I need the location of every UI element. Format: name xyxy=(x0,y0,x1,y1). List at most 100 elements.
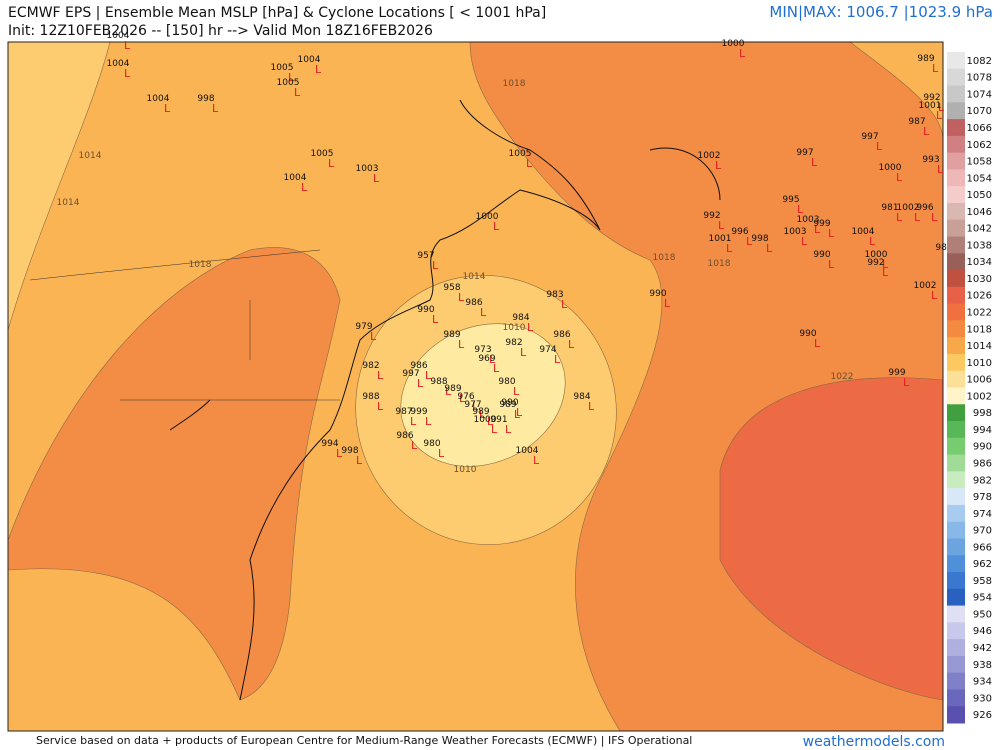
colorbar-cell xyxy=(947,102,965,120)
low-marker: L xyxy=(493,220,500,233)
cyclone-value: 988 xyxy=(430,377,447,387)
cyclone-value: 984 xyxy=(935,243,952,253)
colorbar-label: 942 xyxy=(973,643,992,654)
low-marker: L xyxy=(124,39,131,52)
low-marker: L xyxy=(425,369,432,382)
colorbar-cell xyxy=(947,387,965,405)
low-marker: L xyxy=(561,298,568,311)
colorbar-label: 1078 xyxy=(967,73,992,84)
low-marker: L xyxy=(903,376,910,389)
contour-label: 1022 xyxy=(831,372,854,382)
cyclone-value: 999 xyxy=(410,407,427,417)
colorbar-cell xyxy=(947,622,965,640)
contour-label: 1018 xyxy=(503,79,526,89)
contour-label: 1010 xyxy=(454,465,477,475)
contour-label: 1018 xyxy=(189,260,212,270)
colorbar-label: 970 xyxy=(973,526,992,537)
colorbar-label: 958 xyxy=(973,576,992,587)
cyclone-value: 1004 xyxy=(284,173,307,183)
contour-label: 1014 xyxy=(57,198,80,208)
low-marker: L xyxy=(458,291,465,304)
cyclone-value: 989 xyxy=(443,330,460,340)
cyclone-value: 997 xyxy=(861,132,878,142)
low-marker: L xyxy=(301,181,308,194)
colorbar-label: 1018 xyxy=(967,324,992,335)
colorbar-cell xyxy=(947,85,965,103)
low-marker: L xyxy=(487,415,494,428)
low-marker: L xyxy=(568,338,575,351)
low-marker: L xyxy=(373,172,380,185)
low-marker: L xyxy=(315,63,322,76)
low-marker: L xyxy=(533,454,540,467)
cyclone-value: 999 xyxy=(813,219,830,229)
low-marker: L xyxy=(811,156,818,169)
cyclone-value: 990 xyxy=(649,289,666,299)
low-marker: L xyxy=(932,62,939,75)
colorbar-label: 950 xyxy=(973,609,992,620)
colorbar-cell xyxy=(947,270,965,288)
colorbar-cell xyxy=(947,454,965,472)
colorbar-label: 1006 xyxy=(967,375,992,386)
low-marker: L xyxy=(514,408,521,421)
colorbar-label: 1014 xyxy=(967,341,992,352)
contour-label: 1010 xyxy=(503,323,526,333)
coastline xyxy=(169,99,721,701)
cyclone-value: 999 xyxy=(888,368,905,378)
cyclone-value: 989 xyxy=(499,400,516,410)
low-marker: L xyxy=(432,259,439,272)
colorbar-label: 1050 xyxy=(967,190,992,201)
low-marker: L xyxy=(896,171,903,184)
low-marker: L xyxy=(588,400,595,413)
cyclone-value: 1001 xyxy=(709,234,732,244)
low-marker: L xyxy=(828,258,835,271)
colorbar-cell xyxy=(947,706,965,724)
cyclone-value: 980 xyxy=(423,439,440,449)
colorbar-label: 1022 xyxy=(967,308,992,319)
cyclone-value: 1004 xyxy=(298,55,321,65)
low-marker: L xyxy=(718,219,725,232)
colorbar-cell xyxy=(947,202,965,221)
title: ECMWF EPS | Ensemble Mean MSLP [hPa] & C… xyxy=(8,5,546,21)
colorbar-label: 978 xyxy=(973,492,992,503)
colorbar-label: 1070 xyxy=(967,106,992,117)
low-marker: L xyxy=(458,338,465,351)
colorbar-cell xyxy=(947,437,965,456)
cyclone-value: 1005 xyxy=(509,149,532,159)
cyclone-value: 1005 xyxy=(311,149,334,159)
colorbar-label: 946 xyxy=(973,626,992,637)
low-marker: L xyxy=(914,211,921,224)
low-marker: L xyxy=(513,385,520,398)
low-marker: L xyxy=(445,385,452,398)
low-marker: L xyxy=(411,439,418,452)
cyclone-value: 989 xyxy=(917,54,934,64)
low-marker: L xyxy=(664,297,671,310)
cyclone-value: 996 xyxy=(731,227,748,237)
colorbar-label: 1054 xyxy=(967,173,992,184)
cyclone-value: 976 xyxy=(457,392,474,402)
colorbar-cell xyxy=(947,605,965,623)
low-marker: L xyxy=(869,235,876,248)
low-marker: L xyxy=(212,102,219,115)
cyclone-value: 982 xyxy=(362,361,379,371)
colorbar-cell xyxy=(947,672,965,690)
colorbar-label: 1030 xyxy=(967,274,992,285)
colorbar-label: 982 xyxy=(973,475,992,486)
low-marker: L xyxy=(739,47,746,60)
low-marker: L xyxy=(726,242,733,255)
cyclone-value: 992 xyxy=(867,258,884,268)
colorbar-cell xyxy=(947,320,965,338)
contour-fill xyxy=(719,377,943,701)
site: weathermodels.com xyxy=(803,734,945,750)
colorbar-label: 1046 xyxy=(967,207,992,218)
min-max: MIN|MAX: 1006.7 |1023.9 hPa xyxy=(769,3,993,21)
cyclone-value: 989 xyxy=(472,407,489,417)
low-marker: L xyxy=(814,337,821,350)
colorbar-label: 1074 xyxy=(967,89,992,100)
low-marker: L xyxy=(377,400,384,413)
low-marker: L xyxy=(432,313,439,326)
colorbar-label: 1042 xyxy=(967,224,992,235)
contour-fill xyxy=(400,323,566,467)
cyclone-value: 980 xyxy=(498,377,515,387)
cyclone-value: 1000 xyxy=(722,39,745,49)
cyclone-value: 1004 xyxy=(147,94,170,104)
